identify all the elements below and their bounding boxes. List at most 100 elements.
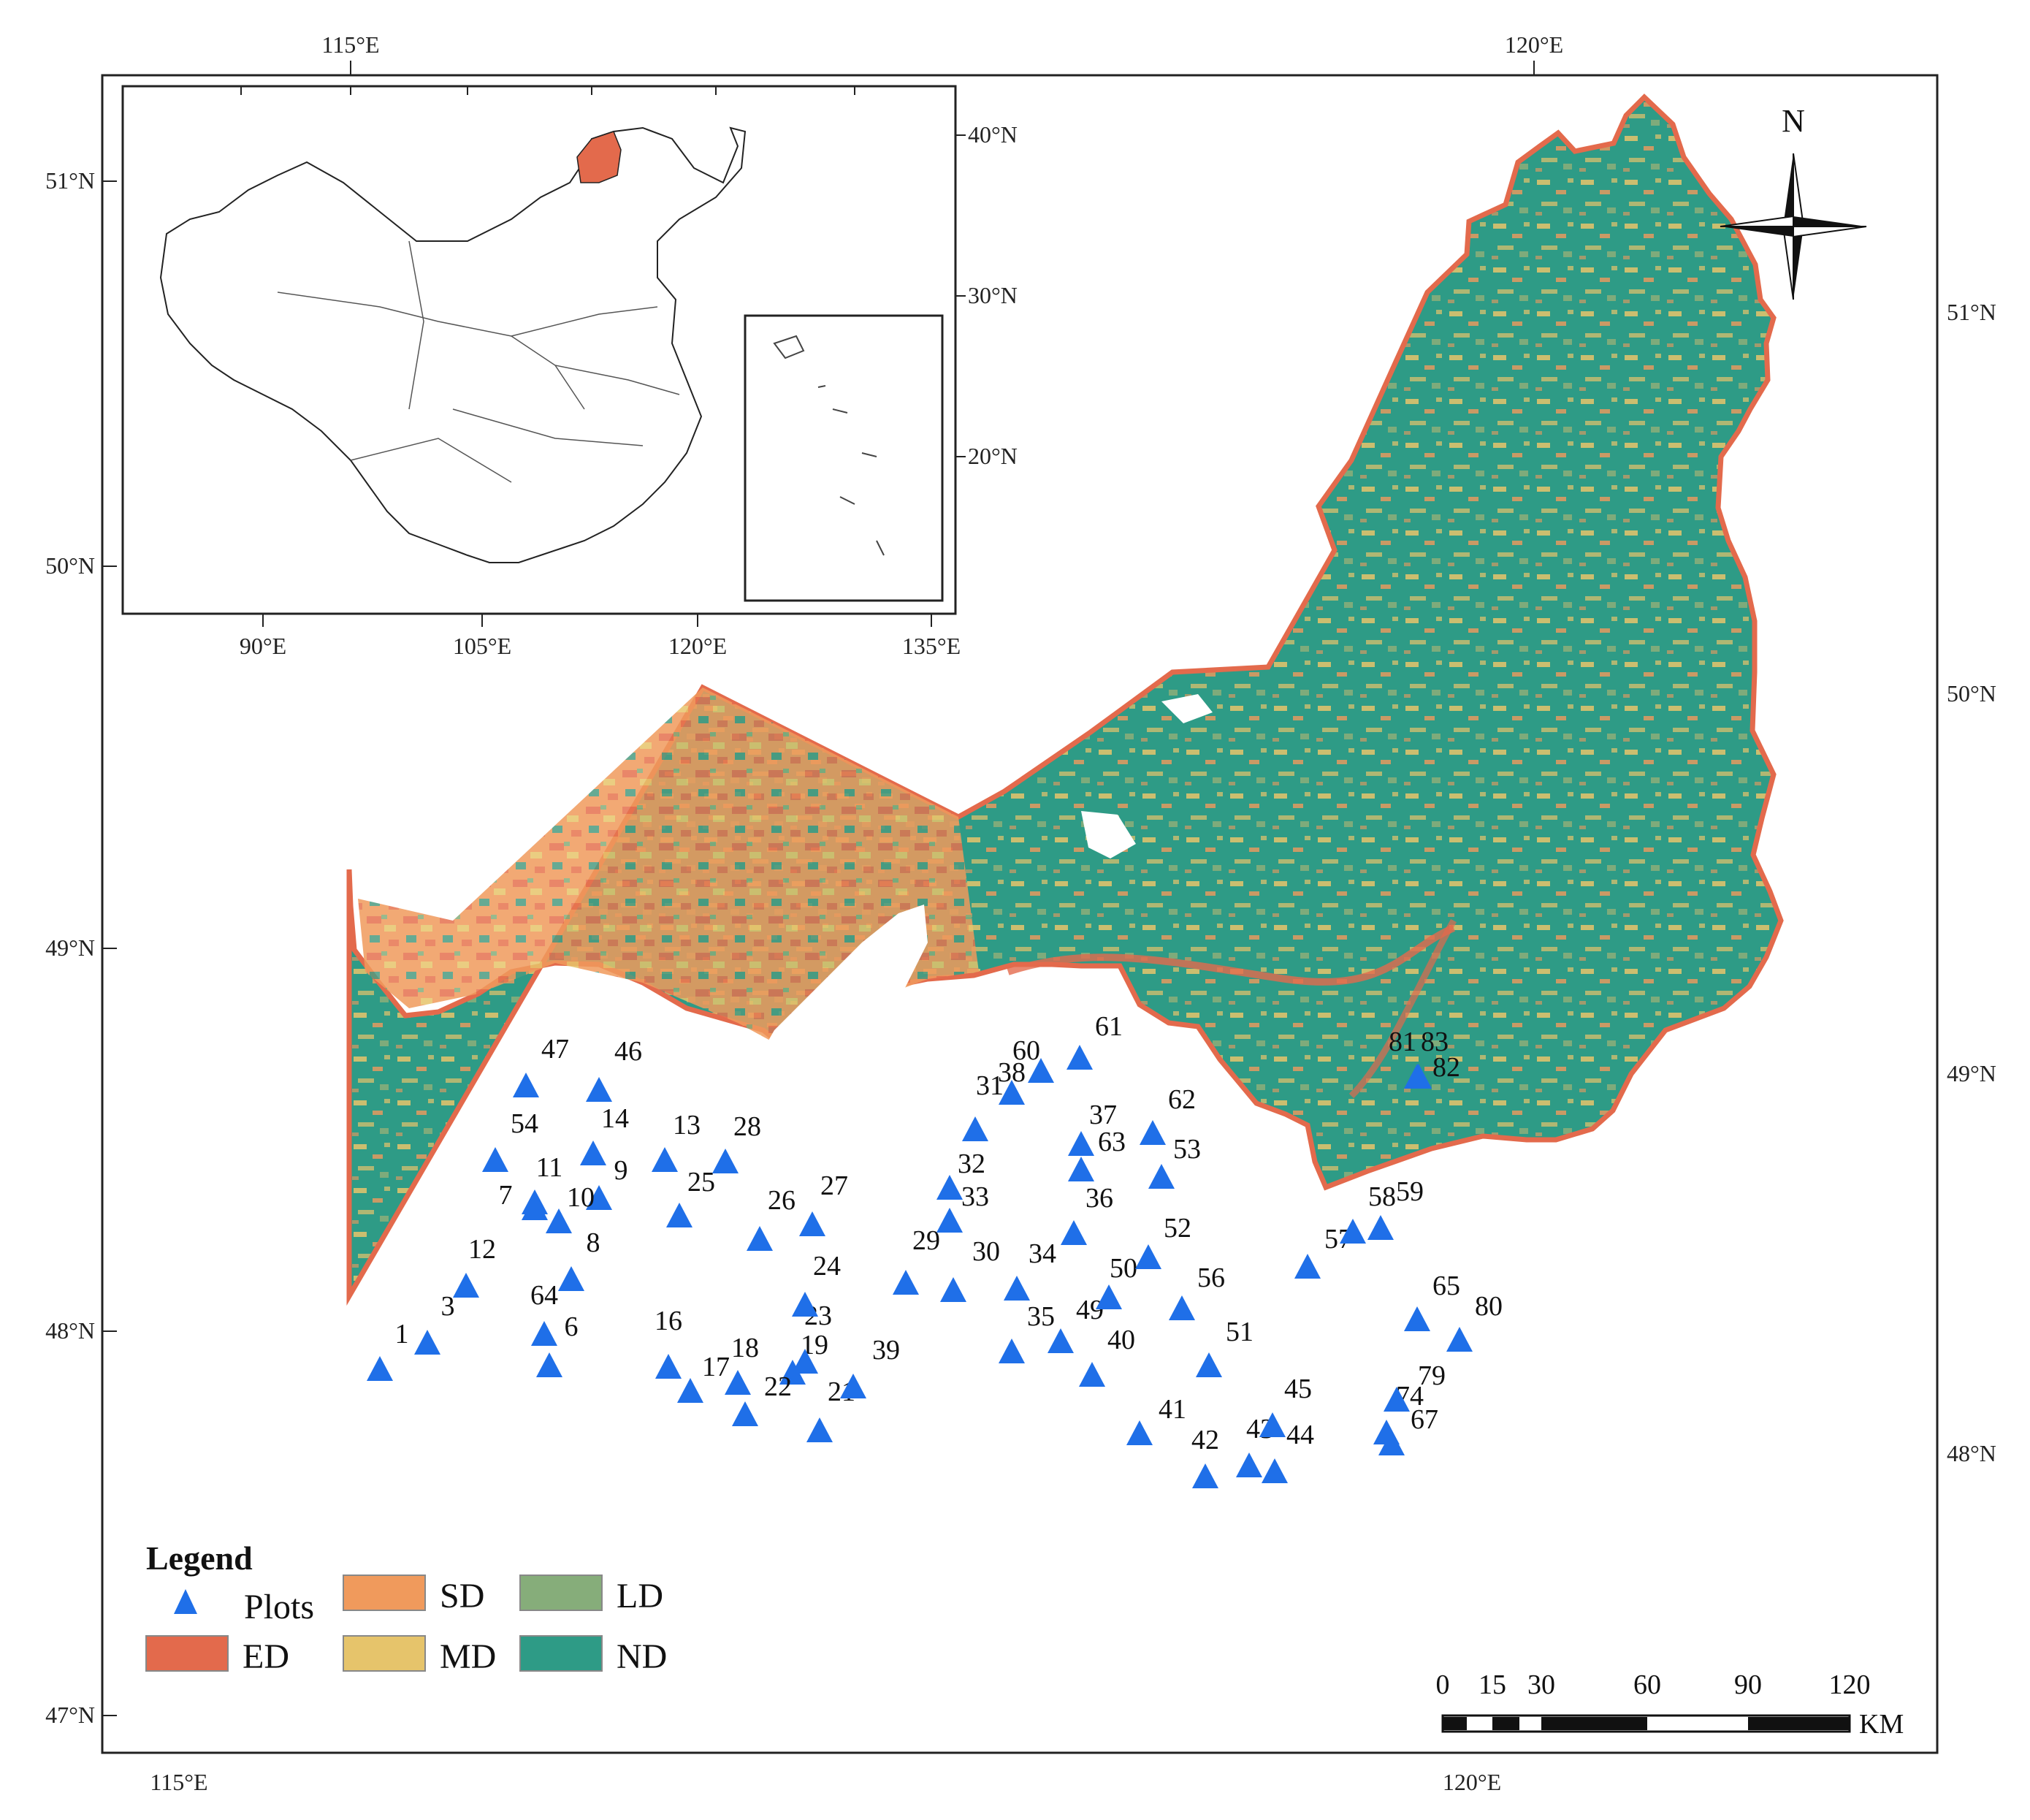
plot-label: 3 bbox=[441, 1291, 455, 1322]
plot-triangle-icon bbox=[546, 1208, 572, 1233]
plot-marker: 57 bbox=[1294, 1224, 1352, 1279]
plot-marker: 25 bbox=[666, 1167, 715, 1227]
plot-marker: 62 bbox=[1140, 1084, 1196, 1145]
left-lat-label: 50°N bbox=[45, 552, 95, 579]
plot-marker: 64 bbox=[530, 1280, 558, 1346]
scale-label: 0 bbox=[1436, 1669, 1450, 1700]
plot-label: 12 bbox=[468, 1234, 496, 1265]
plot-label: 64 bbox=[530, 1280, 558, 1311]
map-frame bbox=[101, 74, 1939, 1754]
plot-marker: 1 bbox=[367, 1319, 409, 1381]
plot-label: 13 bbox=[673, 1110, 701, 1141]
plot-triangle-icon bbox=[893, 1270, 919, 1295]
plot-label: 39 bbox=[872, 1335, 900, 1366]
plot-label: 61 bbox=[1095, 1011, 1123, 1042]
plot-triangle-icon bbox=[1066, 1045, 1093, 1070]
south-sea-islands bbox=[773, 335, 885, 556]
plot-label: 22 bbox=[764, 1371, 792, 1402]
plot-triangle-icon bbox=[367, 1356, 393, 1381]
plot-triangle-icon bbox=[1126, 1420, 1153, 1445]
plot-triangle-icon bbox=[940, 1277, 966, 1302]
scale-label: 15 bbox=[1478, 1669, 1506, 1700]
plot-label: 37 bbox=[1089, 1100, 1117, 1130]
legend-item-plots: Plots bbox=[174, 1588, 314, 1626]
plot-triangle-icon bbox=[1405, 1064, 1432, 1089]
plot-triangle-icon bbox=[936, 1175, 963, 1200]
plot-label: 63 bbox=[1098, 1127, 1126, 1157]
plot-triangle-icon bbox=[840, 1374, 866, 1398]
plot-triangle-icon bbox=[1367, 1215, 1394, 1240]
plot-triangle-icon bbox=[725, 1370, 751, 1395]
plot-label: 30 bbox=[972, 1236, 1000, 1267]
plot-marker: 30 bbox=[940, 1236, 1000, 1302]
western-zone bbox=[358, 688, 979, 1050]
plot-marker: 6 bbox=[536, 1311, 579, 1377]
plot-triangle-icon bbox=[1028, 1058, 1054, 1083]
small-lake-2 bbox=[1161, 694, 1213, 723]
plot-marker: 53 bbox=[1148, 1134, 1201, 1189]
plot-marker: 41 bbox=[1126, 1394, 1186, 1445]
plot-label: 46 bbox=[614, 1036, 642, 1067]
plot-triangle-icon bbox=[712, 1149, 739, 1173]
scale-label: 120 bbox=[1829, 1669, 1871, 1700]
right-lat-label: 48°N bbox=[1947, 1440, 1996, 1466]
plot-label: 67 bbox=[1411, 1404, 1438, 1435]
plot-marker: 83 bbox=[1405, 1027, 1449, 1089]
plot-marker: 56 bbox=[1169, 1263, 1225, 1320]
plot-marker: 40 bbox=[1079, 1325, 1135, 1387]
plot-marker: 34 bbox=[1004, 1238, 1056, 1301]
plot-triangle-icon bbox=[1294, 1254, 1321, 1279]
study-area bbox=[346, 94, 1784, 1306]
plot-marker: 35 bbox=[999, 1301, 1055, 1363]
inset-lon-label: 120°E bbox=[668, 633, 727, 659]
plot-triangle-icon bbox=[586, 1077, 612, 1102]
plot-marker: 58 bbox=[1340, 1181, 1396, 1244]
province-lines bbox=[277, 240, 680, 483]
plot-marker: 10 bbox=[546, 1182, 595, 1233]
plot-label: 62 bbox=[1168, 1084, 1196, 1115]
plot-triangle-icon bbox=[1079, 1362, 1105, 1387]
legend-swatch bbox=[519, 1635, 603, 1672]
plot-triangle-icon bbox=[580, 1141, 606, 1165]
plot-triangle-icon bbox=[677, 1378, 703, 1403]
plot-marker: 37 bbox=[1068, 1100, 1117, 1156]
plot-triangle-icon bbox=[666, 1203, 692, 1227]
plot-triangle-icon bbox=[1048, 1328, 1074, 1353]
plot-marker: 27 bbox=[799, 1170, 848, 1236]
plot-marker: 12 bbox=[453, 1234, 496, 1298]
plot-label: 60 bbox=[1012, 1035, 1040, 1066]
plot-triangle-icon bbox=[1340, 1219, 1366, 1244]
legend-title: Legend bbox=[146, 1539, 253, 1577]
inset-lat-label: 40°N bbox=[968, 121, 1018, 148]
legend: Legend Plots SD LD ED MD ND bbox=[145, 1539, 667, 1676]
plot-triangle-icon bbox=[799, 1211, 825, 1236]
inset-lat-label: 30°N bbox=[968, 282, 1018, 308]
legend-label: Plots bbox=[244, 1588, 314, 1626]
plot-triangle-icon bbox=[453, 1273, 479, 1298]
north-arrow-label: N bbox=[1782, 103, 1805, 139]
plot-marker: 51 bbox=[1196, 1317, 1254, 1377]
plot-triangle-icon bbox=[806, 1417, 833, 1442]
plot-triangle-icon bbox=[999, 1339, 1025, 1363]
plot-label: 26 bbox=[768, 1185, 795, 1216]
plot-marker: 13 bbox=[652, 1110, 701, 1172]
plot-label: 6 bbox=[565, 1311, 579, 1342]
plot-label: 53 bbox=[1173, 1134, 1201, 1165]
plot-triangle-icon bbox=[779, 1360, 806, 1385]
legend-label: ED bbox=[243, 1637, 289, 1676]
scale-label: 90 bbox=[1734, 1669, 1762, 1700]
eroded-corridor-2 bbox=[1348, 918, 1457, 1099]
plot-triangle-icon bbox=[1004, 1276, 1030, 1301]
plot-label: 1 bbox=[395, 1319, 409, 1349]
plot-triangle-icon bbox=[1096, 1284, 1122, 1309]
inset-lat-label: 20°N bbox=[968, 443, 1018, 469]
plot-marker: 3 bbox=[414, 1291, 455, 1355]
plot-triangle-icon bbox=[1061, 1220, 1087, 1245]
plot-label: 54 bbox=[511, 1108, 538, 1139]
plot-label: 29 bbox=[912, 1225, 940, 1256]
plot-label: 44 bbox=[1286, 1420, 1314, 1450]
scale-bar: 0 15 30 60 90 120 KM bbox=[1436, 1669, 1904, 1740]
plot-triangle-icon bbox=[1384, 1387, 1410, 1412]
scale-unit: KM bbox=[1859, 1709, 1904, 1740]
plot-triangle-icon bbox=[536, 1352, 562, 1377]
